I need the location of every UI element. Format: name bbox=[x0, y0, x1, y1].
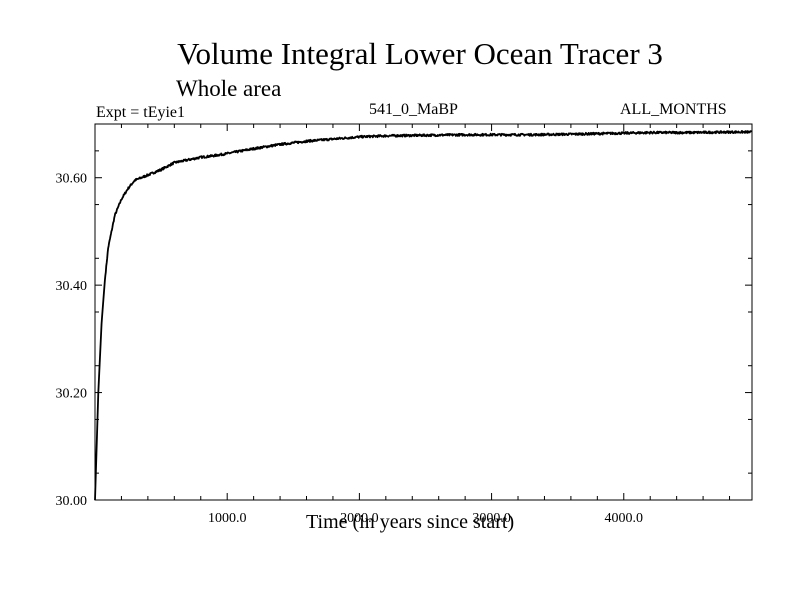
chart-subtitle: Whole area bbox=[176, 76, 282, 101]
period-label: 541_0_MaBP bbox=[369, 101, 458, 118]
series-line bbox=[94, 130, 753, 501]
x-tick-label: 2000.0 bbox=[340, 511, 379, 526]
y-tick-label: 30.40 bbox=[56, 279, 88, 294]
plot-frame bbox=[94, 123, 753, 501]
x-tick-label: 3000.0 bbox=[472, 511, 511, 526]
months-label: ALL_MONTHS bbox=[620, 101, 727, 118]
chart-title: Volume Integral Lower Ocean Tracer 3 bbox=[177, 36, 663, 71]
series-layer bbox=[94, 130, 753, 501]
axis-ticks bbox=[95, 124, 752, 501]
x-tick-label: 4000.0 bbox=[605, 511, 644, 526]
y-tick-label: 30.00 bbox=[56, 494, 88, 509]
y-tick-label: 30.60 bbox=[56, 172, 88, 187]
x-axis-label: Time (in years since start) bbox=[306, 511, 515, 533]
x-tick-label: 1000.0 bbox=[208, 511, 247, 526]
axis-tick-labels: 30.00 30.20 30.40 30.60 1000.0 2000.0 3000.0 40… bbox=[56, 172, 644, 526]
experiment-label: Expt = tEyie1 bbox=[96, 104, 186, 121]
y-tick-label: 30.20 bbox=[56, 387, 88, 402]
